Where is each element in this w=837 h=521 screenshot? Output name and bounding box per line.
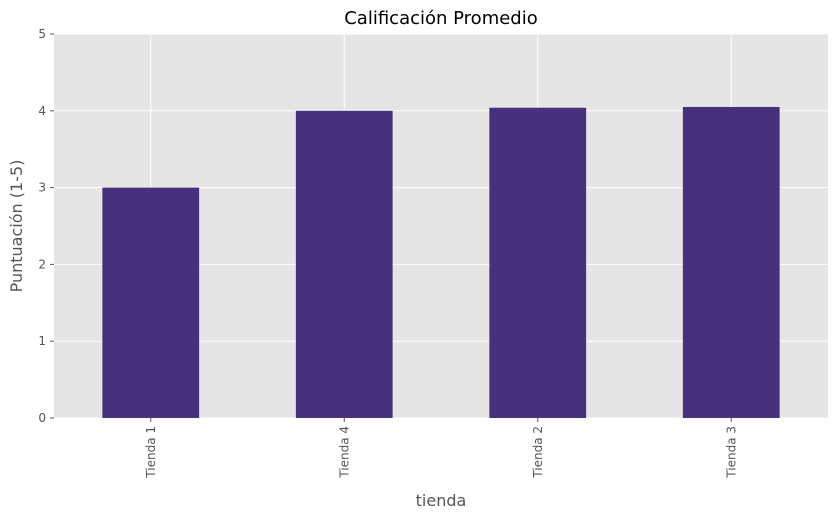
- bar-tienda-3: [682, 106, 780, 419]
- y-tick-label: 4: [38, 104, 46, 118]
- bar-tienda-4: [295, 110, 393, 419]
- x-axis-label: tienda: [416, 491, 467, 510]
- x-tick-label: Tienda 1: [144, 426, 158, 479]
- y-axis-ticks: 0 1 2 3 4 5: [38, 27, 54, 425]
- x-tick-label: Tienda 2: [531, 426, 545, 479]
- y-tick-label: 3: [38, 181, 46, 195]
- y-tick-label: 5: [38, 27, 46, 41]
- bar-tienda-1: [102, 187, 200, 418]
- y-axis-label: Puntuación (1-5): [7, 160, 26, 293]
- x-tick-label: Tienda 3: [724, 426, 738, 479]
- bar-tienda-2: [489, 107, 587, 418]
- y-tick-label: 0: [38, 411, 46, 425]
- chart-title: Calificación Promedio: [344, 8, 538, 29]
- x-tick-label: Tienda 4: [337, 426, 351, 479]
- y-tick-label: 1: [38, 334, 46, 348]
- x-axis-ticks: Tienda 1 Tienda 4 Tienda 2 Tienda 3: [144, 418, 738, 479]
- y-tick-label: 2: [38, 257, 46, 271]
- bars: [102, 106, 780, 419]
